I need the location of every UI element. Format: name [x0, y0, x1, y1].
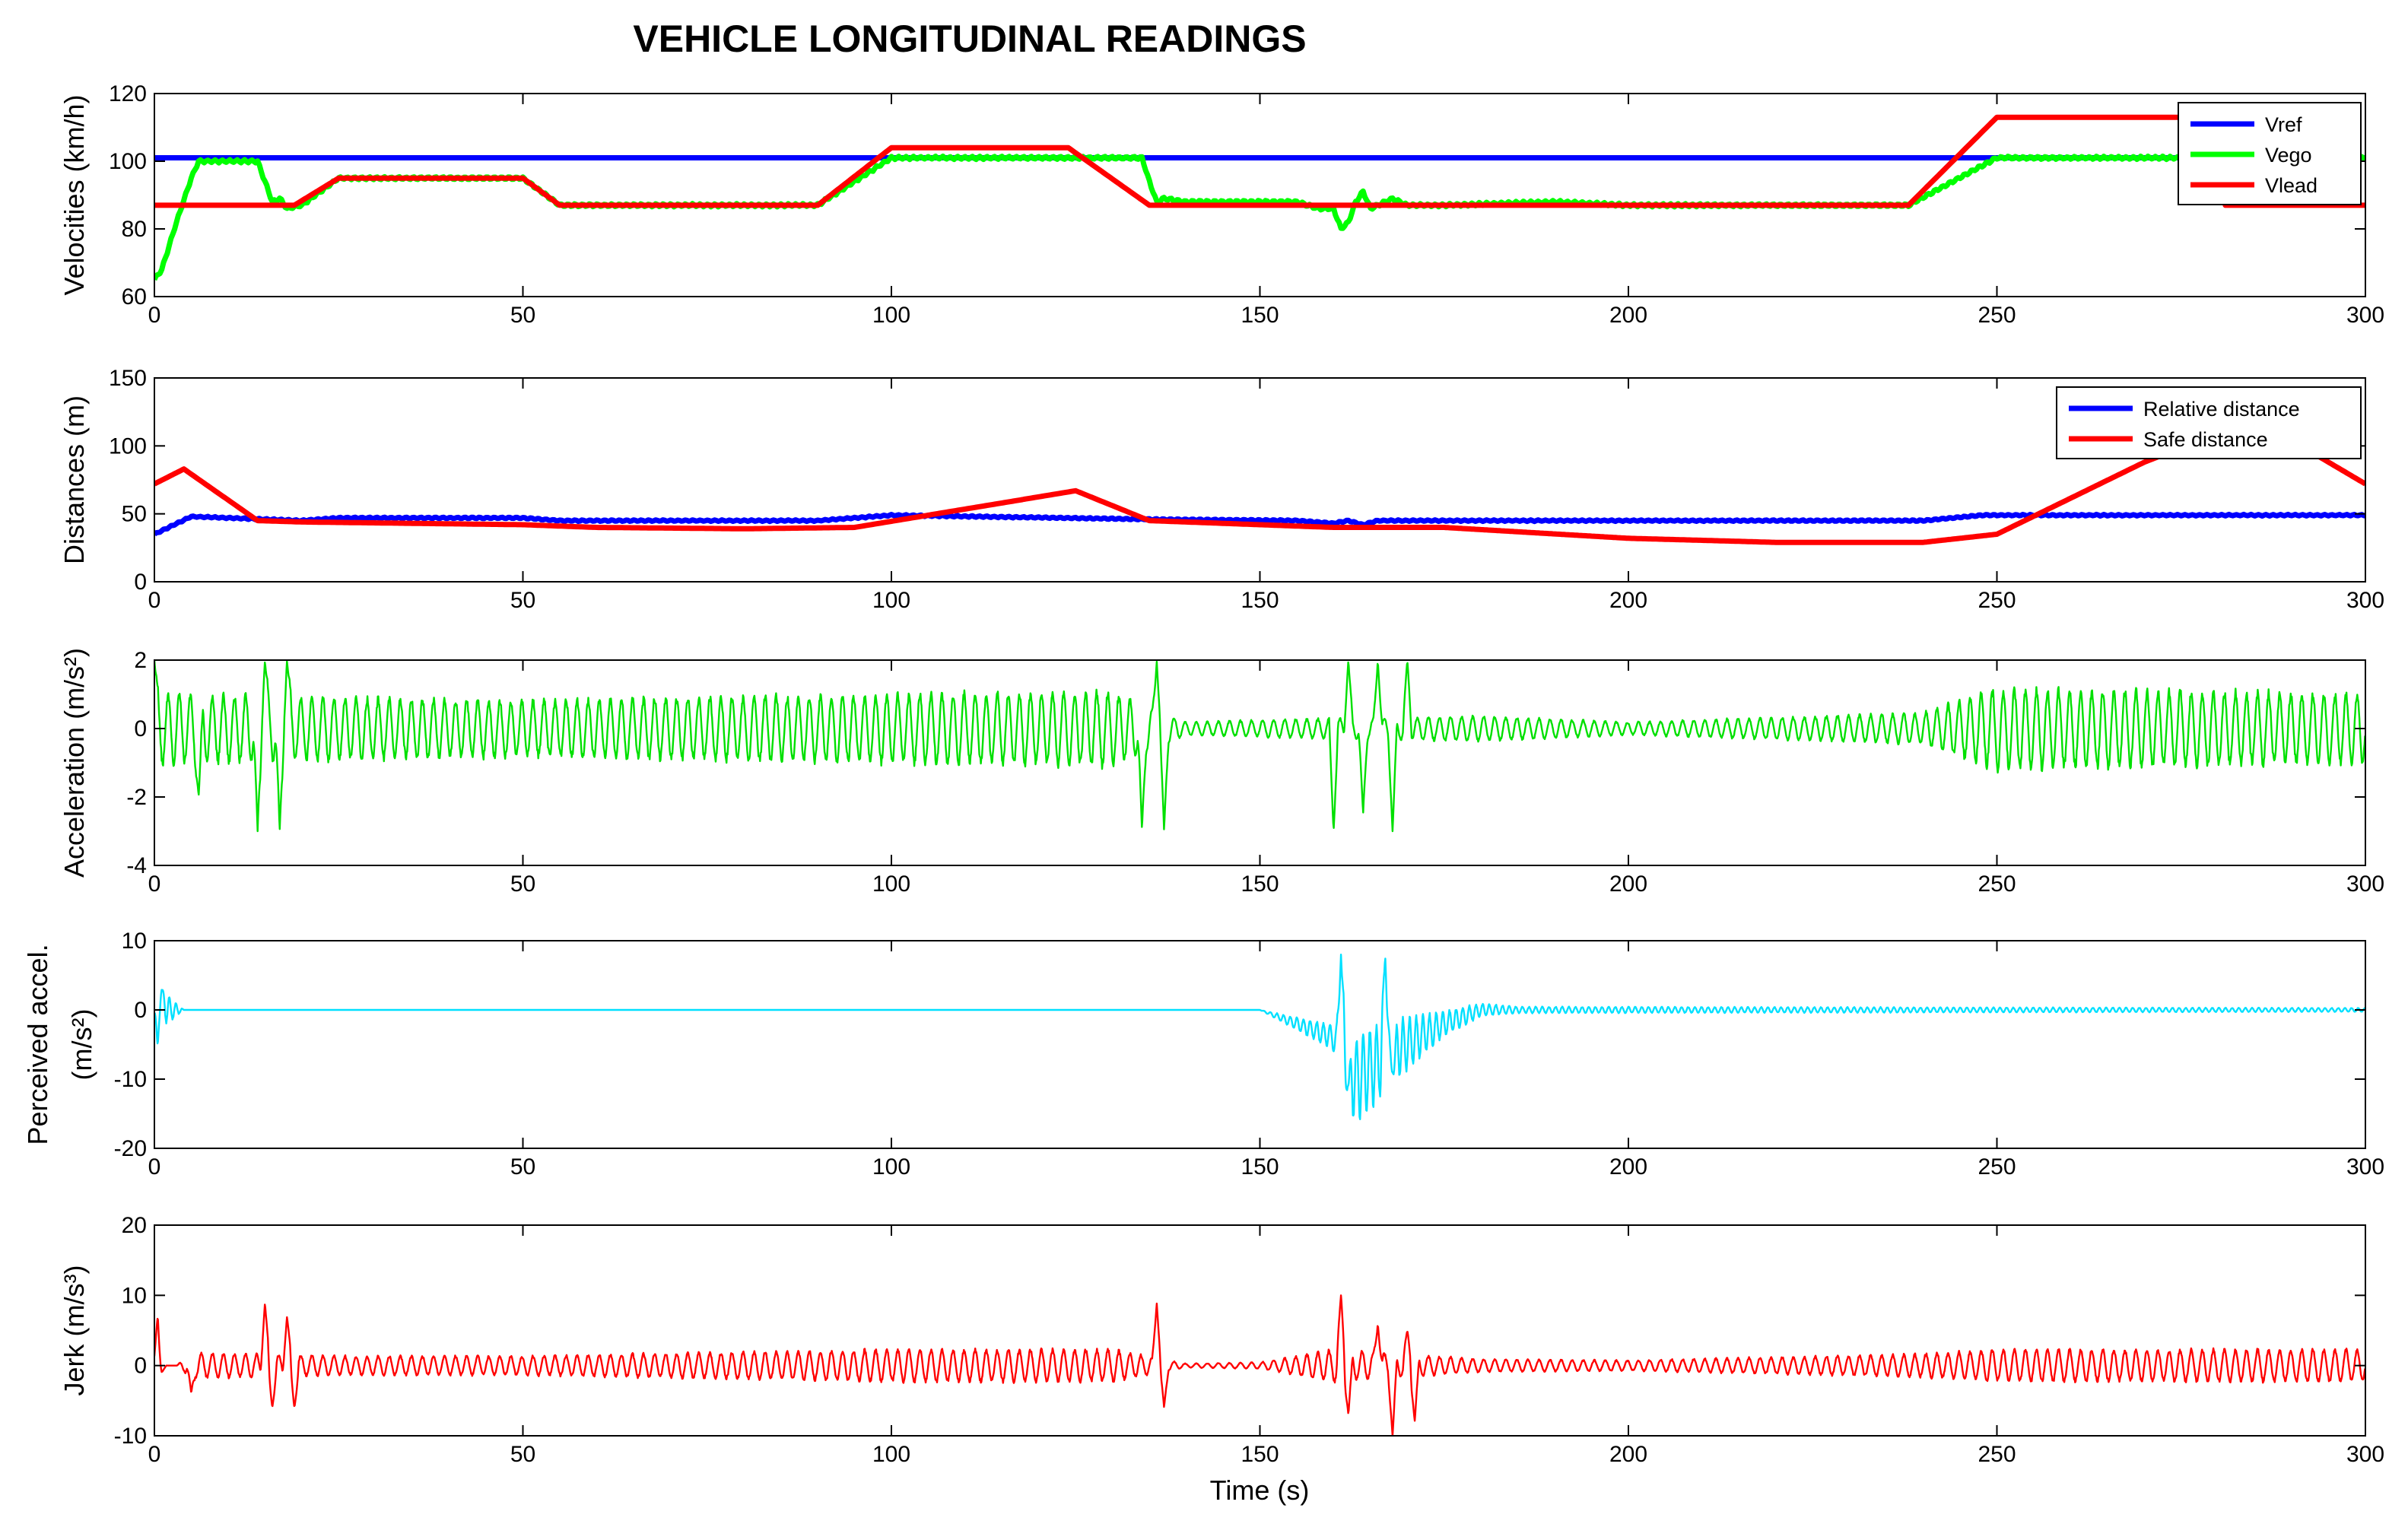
distances-legend: Relative distance Safe distance — [2056, 386, 2362, 459]
perceived-xtick-label: 0 — [148, 1154, 161, 1180]
jerk-line-jerk — [154, 1294, 2365, 1436]
jerk-xtick-label: 200 — [1609, 1442, 1647, 1467]
velocities-xtick-label: 100 — [872, 303, 910, 328]
distances-xtick-label: 100 — [872, 588, 910, 613]
velocities-xtick-label: 0 — [148, 303, 161, 328]
acceleration-ytick-label: -4 — [126, 853, 147, 878]
distances-xtick-label: 250 — [1978, 588, 2016, 613]
acceleration-ytick-label: -2 — [126, 785, 147, 810]
panel-acceleration: 0 50 100 150 200 250 300 -4 -2 0 2 Acceleration (m/… — [59, 648, 2384, 897]
velocities-line-vlead — [154, 114, 2365, 208]
distances-xtick-label: 300 — [2346, 588, 2384, 613]
acceleration-xtick-label: 0 — [148, 872, 161, 897]
velocities-xtick-label: 300 — [2346, 303, 2384, 328]
acceleration-ytick-label: 2 — [134, 648, 147, 673]
perceived-xtick-label: 50 — [510, 1154, 535, 1180]
acceleration-xtick-label: 300 — [2346, 872, 2384, 897]
jerk-ytick-label: 20 — [122, 1213, 147, 1238]
velocities-xtick-label: 150 — [1241, 303, 1279, 328]
distances-xtick-label: 50 — [510, 588, 535, 613]
perceived-ytick-label: -10 — [114, 1067, 147, 1092]
perceived-ylabel: Perceived accel. — [22, 944, 53, 1145]
perceived-ylabel-units: (m/s²) — [66, 1009, 97, 1081]
distances-ytick-label: 50 — [122, 502, 147, 527]
distances-ytick-label: 150 — [109, 366, 147, 391]
velocities-legend-entry: Vref — [2265, 113, 2302, 136]
perceived-xtick-label: 150 — [1241, 1154, 1279, 1180]
acceleration-line-acceleration — [154, 660, 2365, 833]
jerk-xtick-label: 300 — [2346, 1442, 2384, 1467]
perceived-series — [154, 954, 2365, 1120]
distances-ytick-label: 100 — [109, 433, 147, 459]
perceived-xtick-label: 250 — [1978, 1154, 2016, 1180]
x-axis-label: Time (s) — [1210, 1475, 1310, 1506]
distances-line-relative-distance — [154, 511, 2365, 537]
velocities-legend: Vref Vego Vlead — [2178, 102, 2362, 205]
distances-xtick-label: 200 — [1609, 588, 1647, 613]
velocities-xtick-label: 200 — [1609, 303, 1647, 328]
perceived-ytick-label: -20 — [114, 1136, 147, 1161]
acceleration-xtick-label: 200 — [1609, 872, 1647, 897]
velocities-xtick-label: 250 — [1978, 303, 2016, 328]
distances-series — [154, 416, 2365, 545]
acceleration-xtick-label: 250 — [1978, 872, 2016, 897]
distances-xtick-label: 150 — [1241, 588, 1279, 613]
perceived-line-perceived-acceleration — [154, 954, 2365, 1120]
perceived-xtick-label: 200 — [1609, 1154, 1647, 1180]
distances-line-safe-distance — [154, 416, 2365, 545]
acceleration-series — [154, 660, 2365, 833]
distances-ytick-label: 0 — [134, 570, 147, 595]
jerk-xtick-label: 100 — [872, 1442, 910, 1467]
acceleration-xtick-label: 150 — [1241, 872, 1279, 897]
perceived-ytick-label: 10 — [122, 929, 147, 954]
perceived-xtick-label: 100 — [872, 1154, 910, 1180]
distances-legend-entry: Relative distance — [2143, 398, 2300, 421]
velocities-ytick-label: 60 — [122, 284, 147, 310]
distances-legend-entry: Safe distance — [2143, 428, 2268, 451]
jerk-xtick-label: 250 — [1978, 1442, 2016, 1467]
perceived-xtick-label: 300 — [2346, 1154, 2384, 1180]
jerk-ytick-label: 10 — [122, 1283, 147, 1308]
acceleration-ylabel: Acceleration (m/s²) — [59, 648, 90, 878]
velocities-legend-entry: Vlead — [2265, 174, 2317, 197]
panel-velocities: 0 50 100 150 200 250 300 60 80 100 120 Velocities (… — [59, 81, 2384, 328]
perceived-ytick-label: 0 — [134, 998, 147, 1023]
distances-xtick-label: 0 — [148, 588, 161, 613]
acceleration-xtick-label: 100 — [872, 872, 910, 897]
velocities-xtick-label: 50 — [510, 303, 535, 328]
velocities-series — [154, 114, 2365, 281]
acceleration-xtick-label: 50 — [510, 872, 535, 897]
jerk-series — [154, 1294, 2365, 1436]
velocities-legend-entry: Vego — [2265, 144, 2312, 167]
velocities-ytick-label: 120 — [109, 81, 147, 106]
distances-legend-box — [2056, 386, 2362, 459]
jerk-xtick-label: 50 — [510, 1442, 535, 1467]
panel-perceived: 0 50 100 150 200 250 300 -20 -10 0 10 Perceived acc… — [22, 929, 2384, 1180]
figure-title: VEHICLE LONGITUDINAL READINGS — [633, 17, 1306, 60]
jerk-ytick-label: -10 — [114, 1424, 147, 1449]
jerk-ylabel: Jerk (m/s³) — [59, 1265, 90, 1396]
distances-ylabel: Distances (m) — [59, 395, 90, 564]
jerk-ytick-label: 0 — [134, 1354, 147, 1379]
velocities-ytick-label: 80 — [122, 217, 147, 242]
jerk-xtick-label: 0 — [148, 1442, 161, 1467]
acceleration-ytick-label: 0 — [134, 716, 147, 741]
panel-distances: 0 50 100 150 200 250 300 0 50 100 150 Distances (m)… — [59, 366, 2384, 613]
jerk-xtick-label: 150 — [1241, 1442, 1279, 1467]
velocities-ylabel: Velocities (km/h) — [59, 94, 90, 295]
velocities-ytick-label: 100 — [109, 149, 147, 174]
